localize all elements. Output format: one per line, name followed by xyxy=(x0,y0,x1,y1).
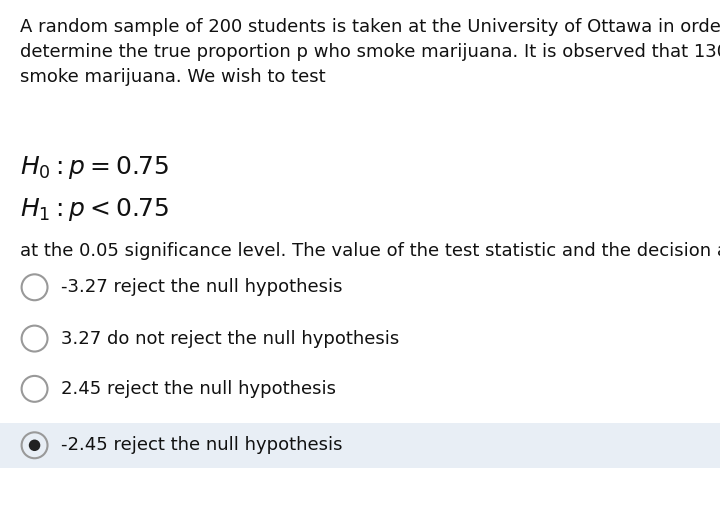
Text: A random sample of 200 students is taken at the University of Ottawa in order to: A random sample of 200 students is taken… xyxy=(20,18,720,86)
Text: -3.27 reject the null hypothesis: -3.27 reject the null hypothesis xyxy=(61,278,343,297)
FancyBboxPatch shape xyxy=(0,423,720,468)
Text: 3.27 do not reject the null hypothesis: 3.27 do not reject the null hypothesis xyxy=(61,329,400,348)
Text: $H_0 :  p = 0.75$: $H_0 : p = 0.75$ xyxy=(20,154,169,181)
Ellipse shape xyxy=(29,440,40,451)
Text: $H_1 :  p < 0.75$: $H_1 : p < 0.75$ xyxy=(20,196,169,223)
Text: at the 0.05 significance level. The value of the test statistic and the decision: at the 0.05 significance level. The valu… xyxy=(20,242,720,260)
Text: 2.45 reject the null hypothesis: 2.45 reject the null hypothesis xyxy=(61,380,336,398)
Text: -2.45 reject the null hypothesis: -2.45 reject the null hypothesis xyxy=(61,436,343,455)
